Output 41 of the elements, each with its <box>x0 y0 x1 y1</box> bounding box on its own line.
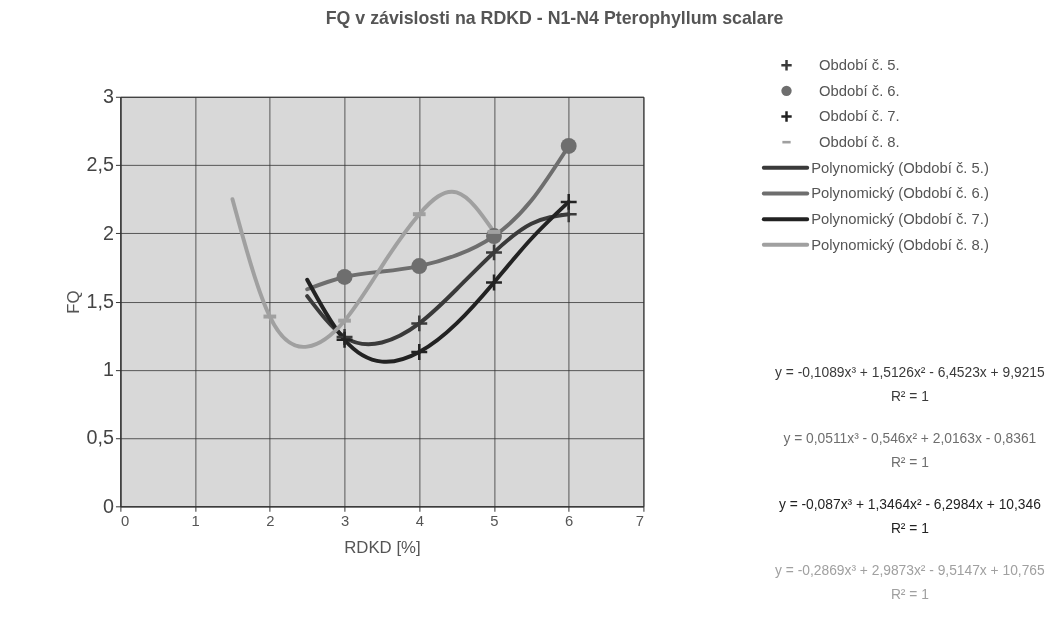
legend-label: Období č. 8. <box>819 134 900 151</box>
x-tick-label: 6 <box>565 512 574 529</box>
text: y = -0,087x³ + 1,3464x² - 6,2984x + 10,346 <box>778 496 1042 513</box>
point <box>484 243 504 262</box>
y-tick-label: 3 <box>103 85 115 108</box>
legend-label: Polynomický (Období č. 5.) <box>811 159 989 176</box>
y-tick-label: 1 <box>103 358 114 381</box>
text: R² = 1 <box>890 519 929 536</box>
x-tick-label: 2 <box>266 512 275 529</box>
point <box>410 314 429 333</box>
text: y = -0,2869x³ + 2,9873x² - 9,5147x + 10,765 <box>775 562 1045 579</box>
point <box>559 192 578 212</box>
chart-title: FQ v závislosti na RDKD - N1-N4 Pterophyllum scalare <box>325 7 784 28</box>
text: R² = 1 <box>890 586 929 603</box>
point <box>411 258 428 274</box>
x-tick-label: 1 <box>191 512 200 529</box>
point <box>410 342 429 362</box>
y-tick-label: 2,5 <box>86 153 114 176</box>
text: R² = 1 <box>890 387 929 404</box>
y-tick-label: 1,5 <box>86 289 114 312</box>
point <box>560 137 577 154</box>
legend-label: Polynomický (Období č. 6.) <box>811 185 989 202</box>
point <box>336 269 353 285</box>
y-axis-title: FQ <box>63 290 83 314</box>
legend-label: Polynomický (Období č. 7.) <box>811 211 989 228</box>
x-tick-label: 3 <box>340 512 350 529</box>
x-tick-label: 4 <box>415 512 424 529</box>
text: y = 0,0511x³ - 0,546x² + 2,0163x - 0,8361 <box>783 430 1037 447</box>
legend-label: Období č. 6. <box>819 82 900 99</box>
y-tick-label: 0,5 <box>86 426 114 449</box>
text: R² = 1 <box>890 453 929 470</box>
legend-label: Období č. 5. <box>819 57 900 74</box>
x-tick-label: 7 <box>635 512 644 529</box>
x-axis-title: RDKD [%] <box>344 538 421 558</box>
x-tick-label: 0 <box>120 512 130 529</box>
x-tick-label: 5 <box>490 512 499 529</box>
legend-label: Období č. 7. <box>819 108 900 125</box>
y-tick-label: 2 <box>103 221 114 244</box>
point <box>484 273 504 292</box>
legend-label: Polynomický (Období č. 8.) <box>811 236 989 253</box>
text: y = -0,1089x³ + 1,5126x² - 6,4523x + 9,9215 <box>775 364 1045 381</box>
